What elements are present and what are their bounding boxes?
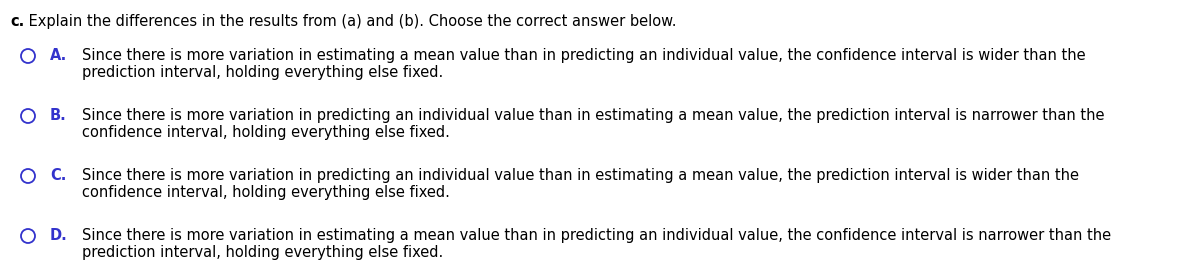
- Text: confidence interval, holding everything else fixed.: confidence interval, holding everything …: [82, 125, 450, 140]
- Text: Since there is more variation in estimating a mean value than in predicting an i: Since there is more variation in estimat…: [82, 228, 1111, 243]
- Text: Since there is more variation in predicting an individual value than in estimati: Since there is more variation in predict…: [82, 108, 1104, 123]
- Text: confidence interval, holding everything else fixed.: confidence interval, holding everything …: [82, 185, 450, 200]
- Text: prediction interval, holding everything else fixed.: prediction interval, holding everything …: [82, 65, 443, 80]
- Text: c.: c.: [10, 14, 24, 29]
- Text: prediction interval, holding everything else fixed.: prediction interval, holding everything …: [82, 245, 443, 260]
- Text: Explain the differences in the results from (a) and (b). Choose the correct answ: Explain the differences in the results f…: [24, 14, 677, 29]
- Text: A.: A.: [50, 48, 67, 63]
- Text: Since there is more variation in predicting an individual value than in estimati: Since there is more variation in predict…: [82, 168, 1079, 183]
- Text: B.: B.: [50, 108, 67, 123]
- Text: C.: C.: [50, 168, 66, 183]
- Text: Since there is more variation in estimating a mean value than in predicting an i: Since there is more variation in estimat…: [82, 48, 1086, 63]
- Text: D.: D.: [50, 228, 67, 243]
